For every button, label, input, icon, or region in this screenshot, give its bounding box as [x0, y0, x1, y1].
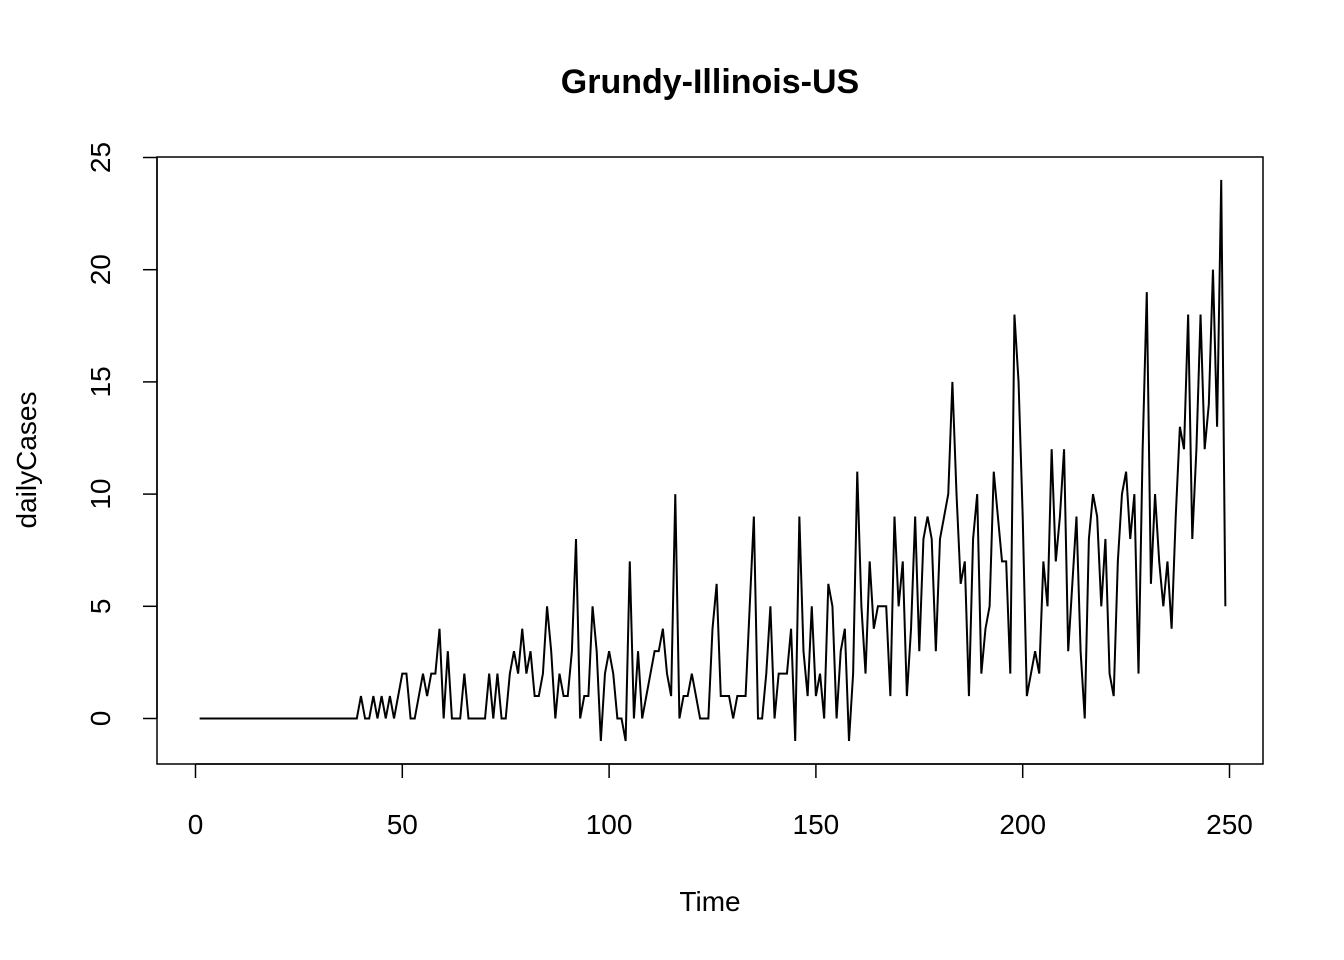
y-tick-label: 15 — [85, 366, 116, 397]
series-line-0 — [199, 179, 1227, 742]
y-tick-label: 0 — [85, 711, 116, 727]
x-tick-label: 100 — [586, 809, 633, 840]
x-tick-label: 0 — [188, 809, 204, 840]
x-tick-label: 250 — [1206, 809, 1253, 840]
chart-title: Grundy-Illinois-US — [561, 63, 859, 101]
x-tick-label: 50 — [387, 809, 418, 840]
y-axis: 0 5 10 15 20 25 — [85, 142, 158, 727]
x-tick-label: 200 — [999, 809, 1046, 840]
series-group — [199, 179, 1227, 742]
x-tick-label: 150 — [793, 809, 840, 840]
x-axis: 0 50 100 150 200 250 — [188, 763, 1253, 840]
y-tick-label: 20 — [85, 254, 116, 285]
y-tick-label: 5 — [85, 599, 116, 615]
x-axis-label: Time — [679, 886, 740, 917]
y-tick-label: 25 — [85, 142, 116, 173]
y-tick-label: 10 — [85, 479, 116, 510]
y-axis-label: dailyCases — [11, 392, 42, 529]
